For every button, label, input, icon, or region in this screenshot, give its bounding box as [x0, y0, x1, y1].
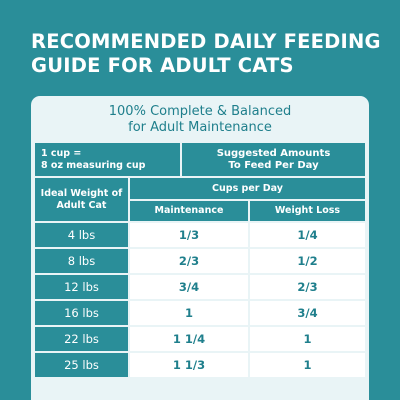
weight-loss-cell: 1 — [250, 327, 365, 351]
suggested-line-1: Suggested Amounts — [216, 147, 331, 159]
maintenance-header: Maintenance — [130, 201, 248, 221]
maintenance-cell: 2/3 — [130, 249, 248, 273]
weight-loss-header: Weight Loss — [250, 201, 365, 221]
table-row: 25 lbs 1 1/3 1 — [35, 353, 365, 377]
measure-header: 1 cup = 8 oz measuring cup — [35, 143, 180, 176]
weight-loss-cell: 1/2 — [250, 249, 365, 273]
maintenance-cell: 1 1/3 — [130, 353, 248, 377]
table-row: 12 lbs 3/4 2/3 — [35, 275, 365, 299]
maintenance-cell: 3/4 — [130, 275, 248, 299]
weight-header-line-2: Adult Cat — [56, 199, 107, 211]
cups-header: Cups per Day — [130, 178, 365, 199]
table-body: 4 lbs 1/3 1/4 8 lbs 2/3 1/2 12 lbs 3/4 2… — [35, 223, 365, 379]
page-title: RECOMMENDED DAILY FEEDING GUIDE FOR ADUL… — [31, 30, 381, 78]
maintenance-cell: 1 1/4 — [130, 327, 248, 351]
weight-header: Ideal Weight of Adult Cat — [35, 178, 128, 221]
weight-cell: 25 lbs — [35, 353, 128, 377]
weight-loss-cell: 1/4 — [250, 223, 365, 247]
feeding-table: 100% Complete & Balanced for Adult Maint… — [31, 96, 369, 400]
maintenance-cell: 1 — [130, 301, 248, 325]
subtitle-line-1: 100% Complete & Balanced — [108, 103, 292, 119]
weight-cell: 16 lbs — [35, 301, 128, 325]
weight-header-line-1: Ideal Weight of — [40, 187, 123, 199]
table-subtitle: 100% Complete & Balanced for Adult Maint… — [31, 96, 369, 143]
title-line-1: RECOMMENDED DAILY FEEDING — [31, 30, 381, 53]
measure-line-1: 1 cup = — [41, 147, 82, 159]
table-row: 8 lbs 2/3 1/2 — [35, 249, 365, 273]
maintenance-cell: 1/3 — [130, 223, 248, 247]
table-row: 22 lbs 1 1/4 1 — [35, 327, 365, 351]
subtitle-line-2: for Adult Maintenance — [128, 119, 272, 135]
weight-loss-cell: 1 — [250, 353, 365, 377]
table-row: 16 lbs 1 3/4 — [35, 301, 365, 325]
weight-cell: 8 lbs — [35, 249, 128, 273]
weight-cell: 22 lbs — [35, 327, 128, 351]
weight-cell: 12 lbs — [35, 275, 128, 299]
table-row: 4 lbs 1/3 1/4 — [35, 223, 365, 247]
weight-loss-cell: 2/3 — [250, 275, 365, 299]
measure-line-2: 8 oz measuring cup — [41, 159, 146, 171]
weight-cell: 4 lbs — [35, 223, 128, 247]
title-line-2: GUIDE FOR ADULT CATS — [31, 54, 294, 77]
weight-loss-cell: 3/4 — [250, 301, 365, 325]
suggested-header: Suggested Amounts To Feed Per Day — [182, 143, 365, 176]
suggested-line-2: To Feed Per Day — [228, 159, 319, 171]
